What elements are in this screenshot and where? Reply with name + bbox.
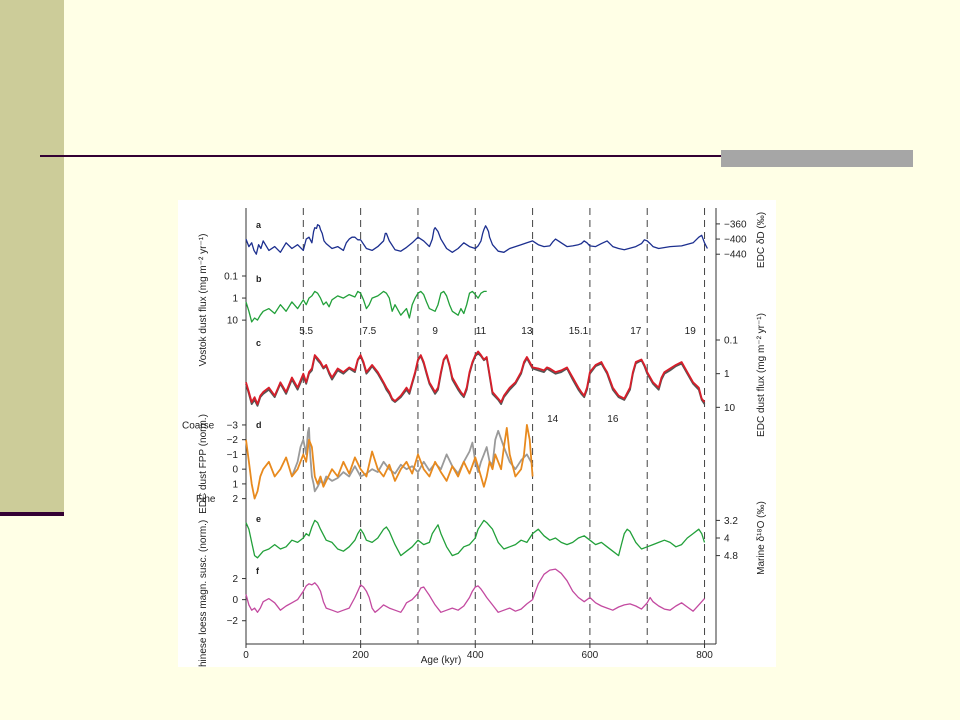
tick-label-e-0: 3.2	[724, 516, 738, 527]
axis-title-b: Vostok dust flux (mg m⁻² yr⁻¹)	[198, 234, 209, 367]
stage-label-15.1: 15.1	[569, 326, 589, 337]
stage-label-16: 16	[607, 414, 619, 425]
tick-label-e-1: 4	[724, 534, 730, 545]
x-axis-label: Age (kyr)	[421, 655, 462, 666]
panel-letter-f: f	[256, 566, 260, 576]
axis-title-d: EDC dust FPP (norm.)	[198, 414, 209, 514]
tick-label-c-1: 1	[724, 369, 730, 380]
tick-label-c-0: 0.1	[724, 336, 738, 347]
stage-label-14: 14	[547, 414, 559, 425]
axis-title-f: Chinese loess magn. susc. (norm.)	[198, 520, 209, 667]
label-fine: Fine	[196, 494, 216, 505]
x-tick-label-0: 0	[243, 650, 249, 661]
tick-label-f-0: 2	[232, 574, 238, 585]
axis-title-a: EDC δD (‰)	[756, 212, 767, 268]
tick-label-d-3: 0	[232, 465, 238, 476]
x-tick-label-200: 200	[352, 650, 369, 661]
series-e-0	[245, 519, 706, 559]
panel-letter-e: e	[256, 514, 261, 524]
label-coarse: Coarse	[182, 420, 215, 431]
panel-letter-c: c	[256, 338, 261, 348]
stage-label-11: 11	[476, 326, 487, 337]
stage-label-5.5: 5.5	[299, 326, 313, 337]
paleoclimate-figure: 0 200 400 600 800 Age (kyr) a −360 −400 −440 EDC δ…	[178, 200, 776, 667]
sidebar-base-line	[0, 512, 64, 516]
tick-label-b-2: 10	[227, 316, 239, 327]
title-rule-accent	[721, 150, 913, 167]
stage-label-13: 13	[521, 326, 533, 337]
series-a-0	[245, 224, 708, 255]
tick-label-e-2: 4.8	[724, 551, 738, 562]
tick-label-a-0: −360	[724, 219, 747, 230]
panel-letter-b: b	[256, 274, 262, 284]
axis-title-e: Marine δ¹⁸O (‰)	[756, 501, 767, 575]
tick-label-b-0: 0.1	[224, 272, 238, 283]
title-rule-line	[40, 155, 913, 157]
x-tick-label-600: 600	[582, 650, 599, 661]
stage-label-9: 9	[432, 326, 438, 337]
x-tick-label-400: 400	[467, 650, 484, 661]
axis-title-c: EDC dust flux (mg m⁻² yr⁻¹)	[756, 313, 767, 437]
slide-sidebar	[0, 0, 64, 512]
tick-label-f-1: 0	[232, 595, 238, 606]
series-c-1	[245, 350, 706, 405]
stage-label-17: 17	[630, 326, 642, 337]
tick-label-d-2: −1	[227, 450, 239, 461]
tick-label-a-2: −440	[724, 250, 747, 261]
tick-label-d-4: 1	[232, 479, 238, 490]
series-f-0	[245, 568, 705, 613]
x-tick-label-800: 800	[696, 650, 713, 661]
tick-label-d-1: −2	[227, 435, 239, 446]
tick-label-d-5: 2	[232, 494, 238, 505]
tick-label-f-2: −2	[227, 616, 239, 627]
series-b-0	[245, 290, 487, 323]
stage-label-19: 19	[685, 326, 697, 337]
tick-label-d-0: −3	[227, 420, 239, 431]
tick-label-c-2: 10	[724, 403, 736, 414]
tick-label-a-1: −400	[724, 235, 747, 246]
series-d-1	[245, 424, 534, 500]
panel-letter-a: a	[256, 220, 262, 230]
panel-letter-d: d	[256, 420, 262, 430]
tick-label-b-1: 1	[232, 294, 238, 305]
stage-label-7.5: 7.5	[362, 326, 376, 337]
